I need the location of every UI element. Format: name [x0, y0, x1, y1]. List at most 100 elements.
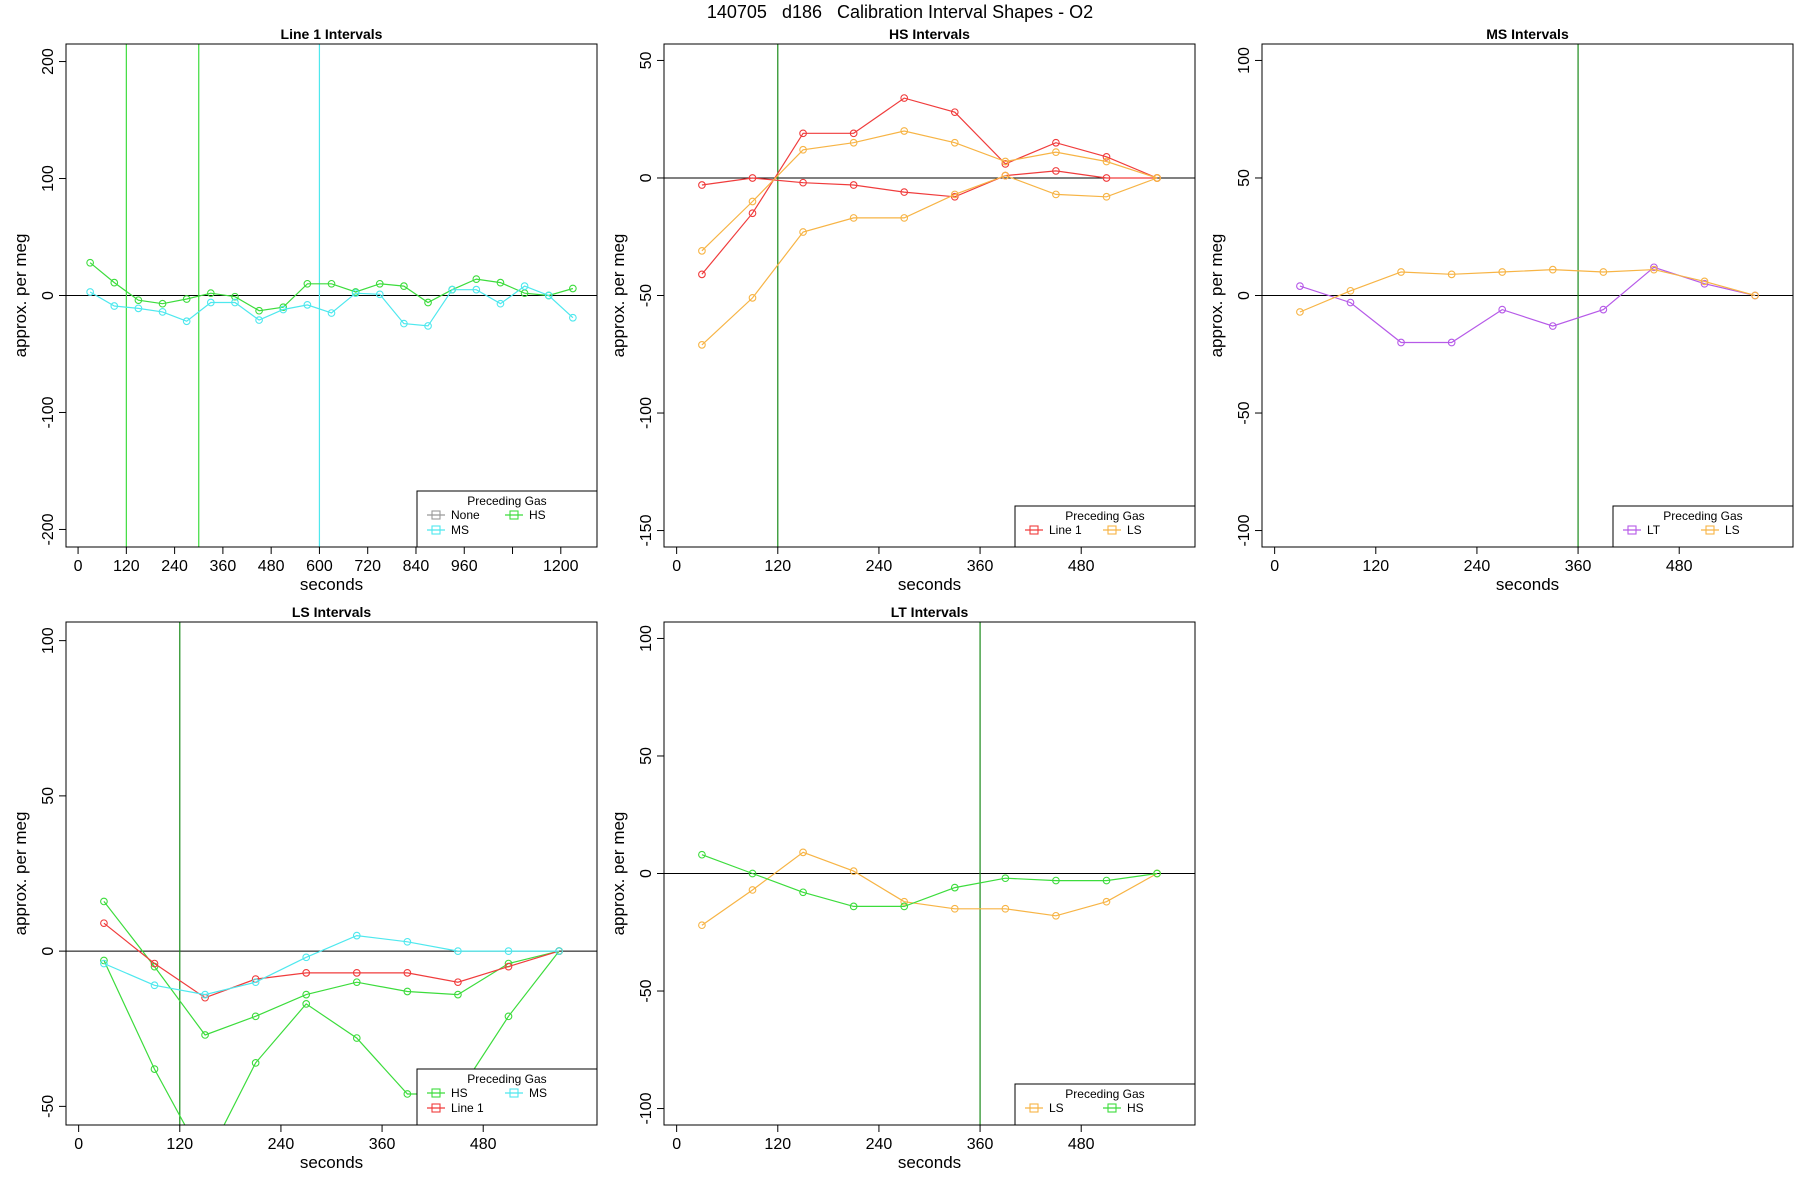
x-axis-label: seconds [300, 575, 363, 594]
series-1 [698, 850, 1161, 911]
x-axis: 0 120 240 360 480 seconds [1270, 546, 1693, 594]
x-tick-label: 240 [268, 1136, 295, 1153]
x-tick-label: 120 [113, 558, 140, 575]
data-point [799, 178, 807, 187]
legend-entry: HS [427, 1086, 468, 1100]
figure-title: 140705 d186 Calibration Interval Shapes … [706, 2, 1094, 22]
data-point [158, 308, 167, 316]
chart-panel-2: MS Intervals 0 120 240 360 480 seconds -100 -50 0… [1207, 26, 1794, 594]
data-point [1548, 322, 1557, 330]
legend-swatch-marker [509, 1088, 519, 1098]
x-tick-label: 120 [764, 558, 791, 575]
legend-label: HS [529, 508, 546, 522]
y-tick-label: -50 [638, 284, 655, 307]
series-line [701, 854, 1158, 908]
data-point [403, 937, 412, 946]
data-point [279, 303, 288, 312]
y-axis-label: approx. per meg [609, 234, 628, 358]
legend-label: LS [1725, 523, 1740, 537]
panel-title: MS Intervals [1486, 26, 1569, 42]
data-point [1052, 876, 1060, 885]
data-point [748, 869, 757, 878]
series-0 [100, 897, 563, 1039]
y-axis: -100 -50 0 50 100 approx. per meg [1207, 47, 1263, 547]
x-tick-label: 0 [74, 558, 83, 575]
data-point [454, 947, 462, 955]
data-point [698, 181, 706, 189]
legend-label: LS [1049, 1101, 1064, 1115]
x-axis: 0 120 240 360 480 seconds [672, 546, 1095, 594]
y-axis: -50 0 50 100 approx. per meg [11, 627, 67, 1118]
panel-title: Line 1 Intervals [281, 26, 383, 42]
data-point [1346, 298, 1355, 307]
data-point [1102, 157, 1111, 166]
y-tick-label: -100 [638, 1092, 655, 1124]
data-point [748, 886, 757, 894]
y-tick-label: -100 [638, 397, 655, 429]
series-0 [1296, 263, 1759, 347]
legend-swatch-marker [1107, 1103, 1117, 1113]
data-point [504, 1012, 513, 1021]
data-point [555, 947, 563, 955]
chart-panel-0: Line 1 Intervals 0 120 240 360 480 600 720 840 96… [11, 26, 598, 594]
data-point [182, 295, 191, 303]
data-point [496, 299, 505, 308]
data-point [698, 246, 706, 255]
series-2 [698, 127, 1161, 255]
legend-swatch-marker [1029, 525, 1039, 535]
data-point [799, 848, 807, 857]
data-point [279, 305, 288, 314]
y-tick-label: 0 [1236, 291, 1253, 300]
data-point [255, 306, 263, 315]
legend-entry: Line 1 [427, 1101, 484, 1115]
series-line [1299, 266, 1756, 344]
data-point [1599, 305, 1608, 314]
data-point [448, 285, 457, 294]
data-point [950, 138, 959, 147]
x-tick-label: 960 [451, 558, 478, 575]
y-tick-label: 50 [1236, 169, 1253, 187]
legend-label: LT [1647, 523, 1661, 537]
data-point [504, 947, 513, 955]
data-point [849, 129, 858, 138]
y-axis: -100 -50 0 50 100 approx. per meg [609, 625, 665, 1125]
legend-entry: MS [427, 523, 469, 537]
legend-swatch-marker [1705, 525, 1715, 535]
data-point [206, 289, 215, 298]
x-tick-label: 0 [672, 558, 681, 575]
data-point [182, 317, 191, 326]
data-point [698, 850, 706, 859]
legend-label: MS [529, 1086, 547, 1100]
data-point [255, 316, 263, 324]
x-tick-label: 480 [1666, 558, 1693, 575]
series-line [89, 262, 574, 312]
series-line [701, 174, 1158, 346]
x-axis: 0 120 240 360 480 seconds [74, 1124, 497, 1172]
chart-panel-4: LT Intervals 0 120 240 360 480 seconds -100 -50 0… [609, 604, 1196, 1172]
data-point [231, 298, 239, 307]
data-point [1052, 138, 1060, 147]
data-point [849, 138, 858, 147]
y-tick-label: -100 [40, 396, 57, 428]
data-point [698, 921, 706, 930]
data-point [1296, 308, 1304, 316]
plot-frame [663, 43, 1196, 548]
data-point [1001, 171, 1010, 180]
series-1 [100, 947, 563, 1125]
legend-label: Line 1 [1049, 523, 1082, 537]
data-point [1102, 192, 1111, 201]
data-point [799, 129, 807, 138]
data-point [403, 987, 412, 996]
data-point [950, 883, 959, 892]
x-tick-label: 240 [1464, 558, 1491, 575]
legend-box [1014, 505, 1196, 548]
data-point [351, 289, 360, 298]
data-point [251, 978, 260, 987]
data-point [352, 969, 361, 977]
x-axis-label: seconds [898, 1153, 961, 1172]
data-point [302, 1000, 311, 1008]
series-line [89, 285, 574, 327]
x-axis: 0 120 240 360 480 600 720 840 960 1200 seconds [74, 546, 579, 594]
legend-title: Preceding Gas [467, 1072, 546, 1086]
